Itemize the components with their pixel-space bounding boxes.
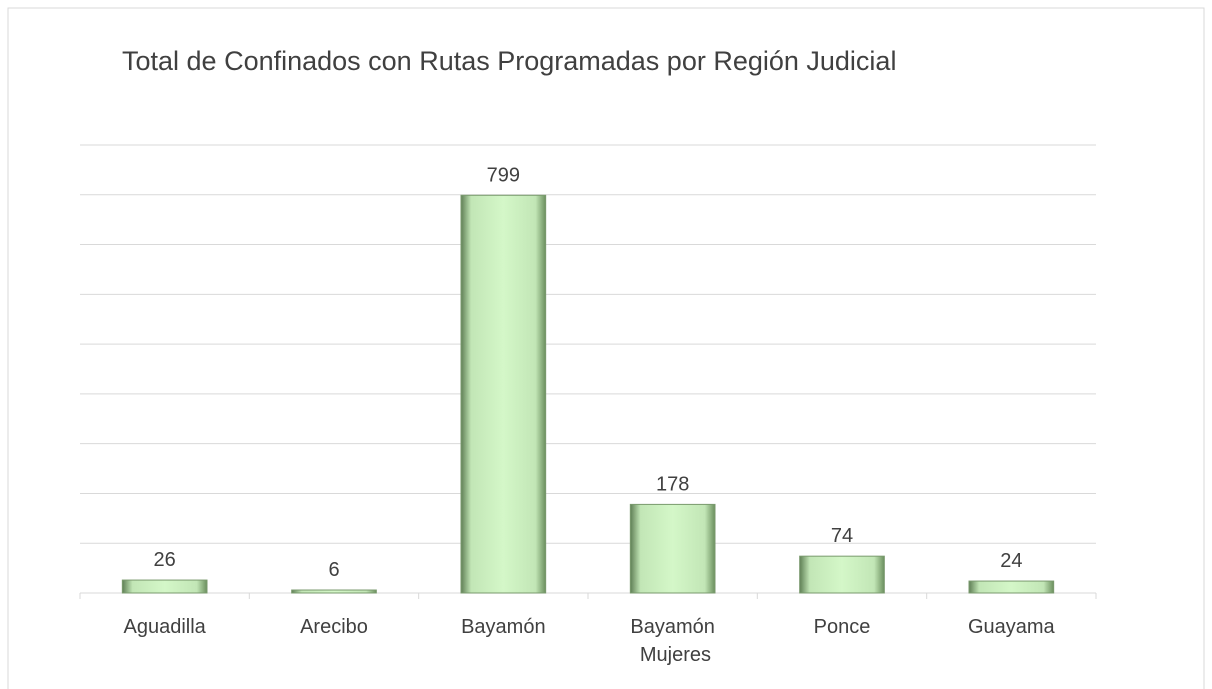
x-tick-label: Arecibo xyxy=(300,616,368,638)
data-label: 178 xyxy=(656,473,689,495)
bar xyxy=(460,194,547,594)
x-tick-label: Guayama xyxy=(968,616,1056,638)
data-label: 24 xyxy=(1000,550,1022,572)
data-label: 799 xyxy=(487,164,520,186)
data-label: 74 xyxy=(831,525,853,547)
x-tick-label: Ponce xyxy=(814,616,871,638)
chart-border xyxy=(7,7,1205,689)
x-tick-label: Bayamón xyxy=(461,616,546,638)
bar xyxy=(291,589,377,594)
data-label: 6 xyxy=(328,559,339,581)
x-tick-label: Aguadilla xyxy=(124,616,207,638)
bar xyxy=(121,579,208,594)
x-tick-label: Bayamón Mujeres xyxy=(630,616,715,666)
data-label: 26 xyxy=(154,549,176,571)
bar xyxy=(968,580,1055,594)
bar xyxy=(629,503,716,594)
chart-title: Total de Confinados con Rutas Programada… xyxy=(122,46,896,76)
bar xyxy=(799,555,885,594)
